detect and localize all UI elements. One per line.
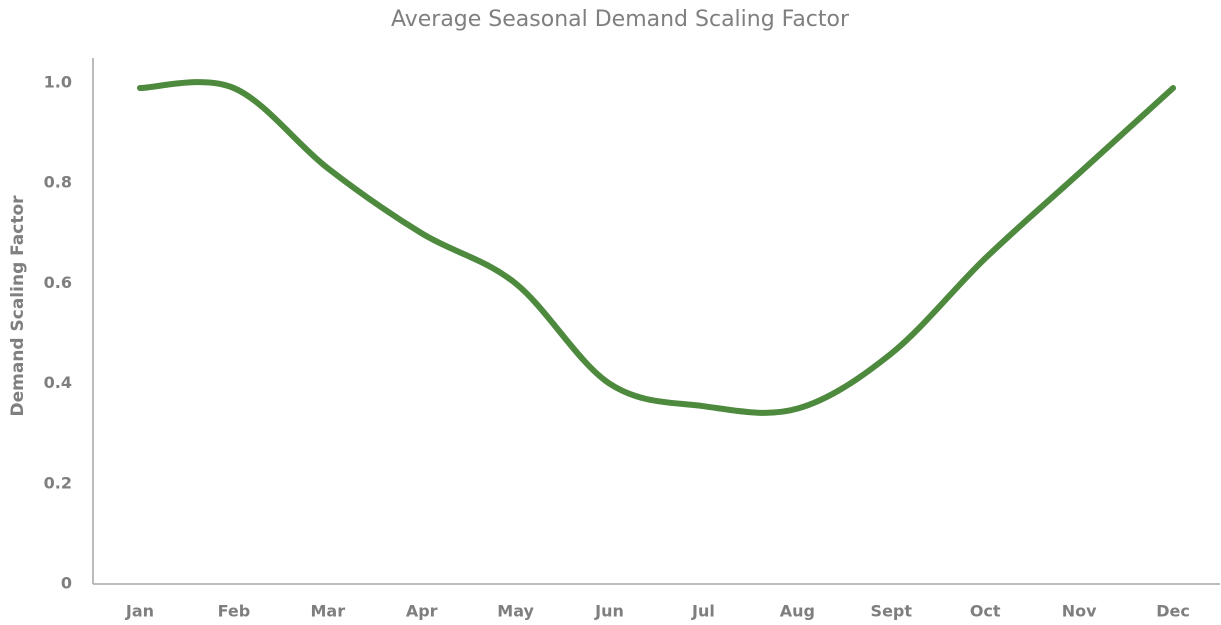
- y-tick-label: 0.4: [44, 373, 72, 392]
- y-axis-title: Demand Scaling Factor: [8, 195, 28, 417]
- x-tick-label: Aug: [780, 602, 815, 621]
- y-tick-label: 0: [61, 574, 72, 593]
- x-tick-label: Nov: [1062, 602, 1097, 621]
- x-tick-label: Jun: [594, 602, 624, 621]
- x-tick-label: Dec: [1156, 602, 1190, 621]
- y-tick-label: 0.8: [44, 173, 72, 192]
- x-tick-label: Mar: [310, 602, 345, 621]
- x-tick-label: May: [497, 602, 534, 621]
- y-tick-label: 1.0: [44, 73, 72, 92]
- x-tick-label: Feb: [218, 602, 251, 621]
- x-tick-label: Sept: [871, 602, 913, 621]
- line: [136, 79, 1177, 416]
- x-tick-label: Jan: [125, 602, 154, 621]
- x-tick-label: Jul: [691, 602, 715, 621]
- y-tick-label: 0.2: [44, 473, 72, 492]
- x-tick-label: Apr: [406, 602, 438, 621]
- y-tick-label: 0.6: [44, 273, 72, 292]
- x-tick-label: Oct: [970, 602, 1001, 621]
- chart-title: Average Seasonal Demand Scaling Factor: [391, 7, 850, 32]
